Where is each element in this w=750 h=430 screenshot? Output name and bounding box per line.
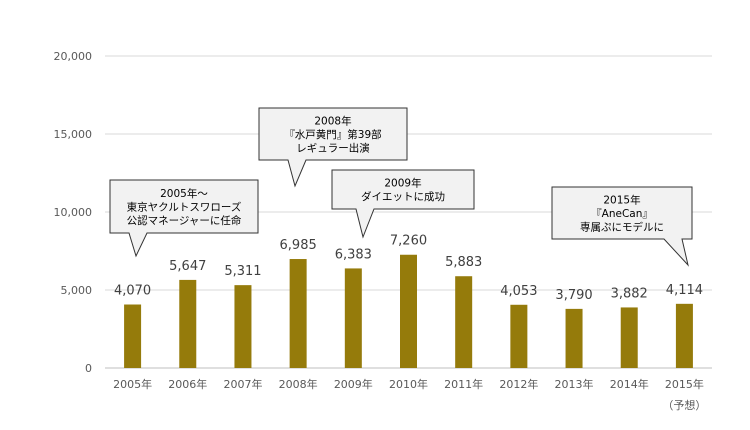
callout-text: 2015年: [603, 193, 640, 206]
bar: [344, 268, 362, 368]
x-tick-label: 2006年: [168, 377, 207, 391]
data-label: 7,260: [390, 234, 427, 249]
x-tick-label: 2008年: [279, 377, 318, 391]
y-tick-label: 20,000: [54, 50, 93, 63]
bar: [510, 304, 528, 368]
data-label: 6,985: [280, 238, 317, 253]
x-tick-note: （予想）: [662, 398, 706, 412]
bars: [124, 254, 693, 368]
data-label: 6,383: [335, 247, 372, 262]
callout-text: 2008年: [314, 114, 351, 127]
bar: [620, 307, 638, 368]
callout-bubble: [331, 169, 475, 239]
bar: [234, 285, 252, 368]
data-label: 5,311: [224, 264, 261, 279]
bar: [179, 279, 197, 368]
data-label: 4,053: [500, 284, 537, 299]
x-tick-label: 2014年: [610, 377, 649, 391]
bar: [675, 303, 693, 368]
data-label: 5,647: [169, 259, 206, 274]
data-label: 3,790: [555, 288, 592, 303]
bar: [565, 308, 583, 368]
data-label: 4,114: [666, 283, 703, 298]
callout-bubble: [258, 107, 408, 188]
x-tick-label: 2013年: [555, 377, 594, 391]
callout-text: 公認マネージャーに任命: [127, 214, 242, 227]
callout-bubble: [551, 186, 693, 267]
data-label: 5,883: [445, 255, 482, 270]
x-tick-label: 2015年: [665, 377, 704, 391]
callout-text: 『水戸黄門』第39部: [284, 128, 381, 141]
x-axis-tick-labels: 2005年 2006年 2007年 2008年 2009年 2010年 2011年 2012年…: [113, 377, 706, 412]
bar: [400, 254, 417, 368]
bar: [455, 276, 473, 368]
data-label: 3,882: [611, 286, 648, 301]
data-label: 4,070: [114, 284, 151, 299]
x-tick-label: 2010年: [389, 377, 428, 391]
y-tick-label: 15,000: [54, 128, 93, 141]
callout-text: 『AneCan』: [591, 208, 653, 220]
x-tick-label: 2005年: [113, 377, 152, 391]
callout-text: 東京ヤクルトスワローズ: [127, 200, 242, 213]
callout-bubble: [109, 179, 259, 258]
callout-text: レギュラー出演: [296, 141, 370, 154]
callout-text: 専属ぷにモデルに: [580, 220, 664, 233]
x-tick-label: 2012年: [499, 377, 538, 391]
y-axis-tick-labels: 0 5,000 10,000 15,000 20,000: [54, 50, 93, 375]
callout-text: 2005年～: [160, 187, 208, 200]
y-tick-label: 10,000: [54, 206, 93, 219]
callout: 2015年『AneCan』専属ぷにモデルに: [551, 186, 693, 267]
callout-text: 2009年: [384, 177, 421, 190]
x-tick-label: 2011年: [444, 377, 483, 391]
y-tick-label: 0: [85, 362, 92, 375]
x-tick-label: 2007年: [223, 377, 262, 391]
callout-annotations: 2005年～東京ヤクルトスワローズ公認マネージャーに任命2008年『水戸黄門』第…: [109, 107, 693, 267]
y-tick-label: 5,000: [61, 284, 93, 297]
bar: [124, 304, 142, 368]
callout-text: ダイエットに成功: [361, 190, 445, 203]
x-tick-label: 2009年: [334, 377, 373, 391]
bar: [289, 259, 307, 368]
data-labels: 4,070 5,647 5,311 6,985 6,383 7,260 5,883 4,053…: [114, 234, 703, 303]
